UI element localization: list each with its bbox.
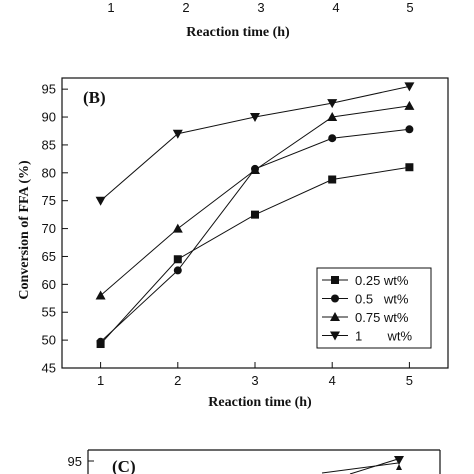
panel-c: 95 (C)	[68, 449, 441, 474]
legend: 0.25 wt% 0.5 wt% 0.75 wt% 1 wt%	[316, 267, 432, 349]
panel-label-b: (B)	[83, 88, 106, 107]
legend-marker	[330, 312, 340, 321]
top-panel-x-axis-title: Reaction time (h)	[186, 25, 290, 40]
x-tick-label: 1	[97, 373, 104, 388]
legend-label: 1 wt%	[355, 329, 413, 344]
data-point	[95, 196, 106, 206]
legend-marker	[330, 331, 340, 341]
data-point	[172, 223, 183, 233]
data-point	[405, 163, 414, 172]
y-tick-label: 95	[42, 82, 56, 97]
y-tick-label: 75	[42, 193, 56, 208]
series-3	[95, 100, 415, 300]
legend-marker	[331, 294, 339, 303]
legend-label: 0.25 wt%	[355, 273, 409, 288]
panel-label-c: (C)	[112, 457, 136, 474]
y-tick-label: 70	[42, 221, 56, 236]
y-tick-label: 85	[42, 137, 56, 152]
data-point	[250, 113, 260, 123]
data-point	[250, 165, 260, 175]
series-4	[95, 82, 415, 206]
legend-label: 0.75 wt%	[355, 310, 409, 325]
panel-c-y-tick-label: 95	[68, 454, 82, 469]
x-tick-label: 4	[329, 373, 336, 388]
panel-c-series-fragment	[321, 462, 399, 474]
top-panel-x-tick-label: 4	[332, 0, 339, 15]
panel-c-partial-lines	[321, 456, 404, 474]
data-point	[173, 255, 182, 264]
x-tick-label: 3	[251, 373, 258, 388]
y-tick-label: 55	[42, 305, 56, 320]
y-tick-label: 65	[42, 249, 56, 264]
y-tick-label: 60	[42, 277, 56, 292]
top-panel: 1 2 3 4 5	[107, 0, 413, 15]
data-point	[251, 210, 259, 219]
data-point	[172, 129, 183, 139]
data-point	[404, 100, 415, 110]
y-axis: 45 50 55 60 65 70 75 80 85 90 95	[42, 82, 68, 376]
data-point	[96, 337, 105, 346]
series-line	[100, 85, 410, 202]
top-panel-x-tick-label: 1	[107, 0, 114, 15]
data-point	[405, 125, 414, 134]
top-panel-x-tick-label: 2	[182, 0, 189, 15]
y-axis-title: Conversion of FFA (%)	[17, 160, 32, 300]
y-tick-label: 45	[42, 361, 56, 376]
top-panel-x-tick-label: 5	[406, 0, 413, 15]
panel-c-marker	[396, 464, 402, 470]
data-point	[327, 112, 338, 122]
panel-c-series-fragment	[349, 458, 399, 474]
data-point	[327, 99, 338, 109]
x-axis-title: Reaction time (h)	[208, 395, 312, 410]
legend-marker	[331, 276, 339, 284]
data-point	[95, 290, 106, 300]
data-point	[328, 175, 337, 184]
legend-label: 0.5 wt%	[355, 292, 409, 307]
y-tick-label: 90	[42, 110, 56, 125]
data-point	[404, 82, 415, 92]
x-tick-label: 2	[174, 373, 181, 388]
data-point	[173, 266, 182, 275]
x-tick-label: 5	[406, 373, 413, 388]
y-tick-label: 80	[42, 165, 56, 180]
top-panel-x-tick-label: 3	[257, 0, 264, 15]
data-point	[328, 134, 337, 143]
panel-c-marker	[394, 456, 404, 465]
series-layer	[95, 82, 415, 349]
x-axis: 1 2 3 4 5	[97, 362, 413, 388]
y-tick-label: 50	[42, 333, 56, 348]
